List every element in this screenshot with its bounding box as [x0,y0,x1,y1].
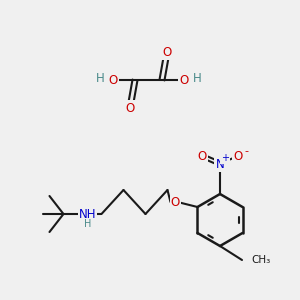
Text: CH₃: CH₃ [251,255,270,265]
Text: O: O [125,101,135,115]
Text: O: O [197,149,207,163]
Text: O: O [179,74,189,86]
Text: H: H [193,71,201,85]
Text: O: O [233,149,243,163]
Text: +: + [221,153,229,163]
Text: O: O [108,74,118,86]
Text: H: H [84,219,91,229]
Text: -: - [244,146,248,156]
Text: N: N [216,158,224,170]
Text: O: O [171,196,180,208]
Text: NH: NH [79,208,96,220]
Text: H: H [96,71,104,85]
Text: O: O [162,46,172,59]
